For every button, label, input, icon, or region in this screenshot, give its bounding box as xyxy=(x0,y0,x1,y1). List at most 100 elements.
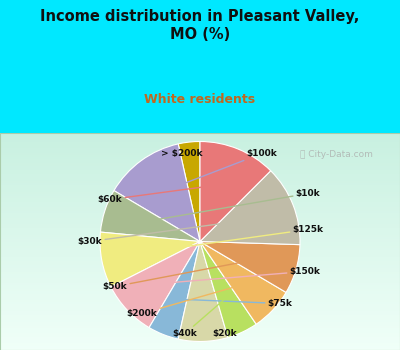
Bar xyxy=(0,326,400,328)
Bar xyxy=(0,172,400,174)
Bar xyxy=(0,296,400,298)
Bar xyxy=(0,211,400,213)
Bar xyxy=(0,337,400,339)
Bar xyxy=(0,153,400,155)
Bar xyxy=(0,248,400,250)
Wedge shape xyxy=(200,141,271,241)
Bar xyxy=(0,181,400,183)
Bar xyxy=(0,250,400,252)
Bar xyxy=(0,287,400,289)
Wedge shape xyxy=(111,241,200,328)
Bar xyxy=(0,224,400,226)
Bar xyxy=(0,313,400,315)
Bar xyxy=(0,142,400,144)
Bar xyxy=(0,281,400,283)
Bar xyxy=(0,226,400,229)
Text: $75k: $75k xyxy=(177,299,292,308)
Bar xyxy=(0,159,400,161)
Bar xyxy=(0,189,400,191)
Bar xyxy=(0,300,400,302)
Bar xyxy=(0,233,400,235)
Bar xyxy=(0,322,400,324)
Bar xyxy=(0,241,400,244)
Bar xyxy=(0,257,400,259)
Bar xyxy=(0,176,400,178)
Bar xyxy=(0,235,400,237)
Bar xyxy=(0,194,400,196)
Bar xyxy=(0,216,400,218)
Bar xyxy=(0,307,400,309)
Bar xyxy=(0,261,400,263)
Bar xyxy=(0,244,400,246)
Bar xyxy=(0,198,400,200)
Bar xyxy=(0,346,400,348)
Bar xyxy=(0,339,400,341)
Bar xyxy=(0,267,400,270)
Bar xyxy=(0,309,400,311)
Bar xyxy=(0,218,400,220)
Text: $100k: $100k xyxy=(164,149,277,191)
Bar xyxy=(0,161,400,163)
Bar xyxy=(0,320,400,322)
Bar xyxy=(0,328,400,330)
Text: $40k: $40k xyxy=(173,298,226,338)
Bar xyxy=(0,231,400,233)
Bar xyxy=(0,196,400,198)
Text: > $200k: > $200k xyxy=(161,149,203,180)
Bar xyxy=(0,330,400,332)
Bar xyxy=(0,137,400,140)
Bar xyxy=(0,229,400,231)
Bar xyxy=(0,265,400,267)
Text: $60k: $60k xyxy=(98,184,224,204)
Bar xyxy=(0,317,400,320)
Bar xyxy=(0,185,400,187)
Bar xyxy=(0,274,400,276)
Bar xyxy=(0,187,400,189)
Wedge shape xyxy=(149,241,200,339)
Bar xyxy=(0,315,400,317)
Bar xyxy=(0,146,400,148)
Bar xyxy=(0,207,400,209)
Bar xyxy=(0,202,400,205)
Text: $20k: $20k xyxy=(202,303,237,338)
Wedge shape xyxy=(200,241,286,324)
Bar xyxy=(0,302,400,304)
Wedge shape xyxy=(178,241,228,342)
Bar xyxy=(0,285,400,287)
Bar xyxy=(0,294,400,296)
Bar xyxy=(0,200,400,202)
Text: $50k: $50k xyxy=(103,259,260,291)
Bar xyxy=(0,163,400,166)
Bar xyxy=(0,343,400,346)
Bar xyxy=(0,168,400,170)
Bar xyxy=(0,278,400,281)
Text: Income distribution in Pleasant Valley,
MO (%): Income distribution in Pleasant Valley, … xyxy=(40,9,360,42)
Bar xyxy=(0,348,400,350)
Bar xyxy=(0,252,400,254)
Bar xyxy=(0,246,400,248)
Wedge shape xyxy=(100,232,200,287)
Text: ⓘ City-Data.com: ⓘ City-Data.com xyxy=(300,150,373,159)
Bar xyxy=(0,170,400,172)
Bar xyxy=(0,270,400,272)
Bar xyxy=(0,259,400,261)
Bar xyxy=(0,213,400,216)
Wedge shape xyxy=(200,241,300,292)
Bar xyxy=(0,332,400,335)
Bar xyxy=(0,183,400,185)
Bar xyxy=(0,263,400,265)
Bar xyxy=(0,133,400,135)
Wedge shape xyxy=(200,241,256,337)
Text: White residents: White residents xyxy=(144,93,256,106)
Bar xyxy=(0,289,400,292)
Text: $200k: $200k xyxy=(127,284,245,318)
Bar xyxy=(0,209,400,211)
Text: $150k: $150k xyxy=(155,267,320,284)
Bar xyxy=(0,148,400,150)
Text: $10k: $10k xyxy=(141,189,320,222)
Bar xyxy=(0,191,400,194)
Wedge shape xyxy=(114,144,200,242)
Bar xyxy=(0,304,400,307)
Bar xyxy=(0,298,400,300)
Bar xyxy=(0,311,400,313)
